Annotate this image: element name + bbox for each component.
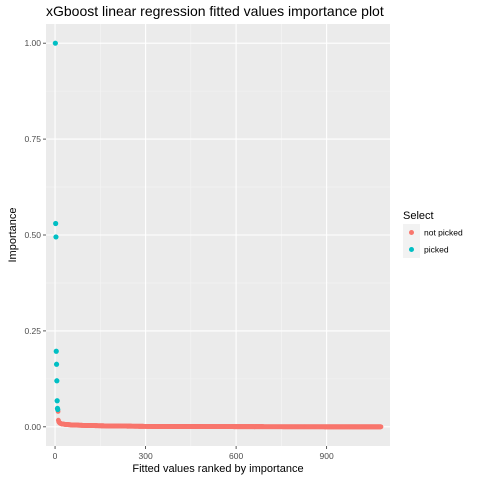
axis-ticks: 0 300 600 900 0.00 0.25 0.50 0.75 1.00 [24, 38, 334, 461]
legend-marker-not-picked [409, 230, 414, 235]
point-picked [53, 234, 59, 240]
chart-title: xGboost linear regression fitted values … [46, 3, 384, 19]
legend: Select not picked picked [403, 210, 463, 258]
legend-label-picked: picked [424, 245, 449, 255]
y-tick-label: 0.00 [24, 422, 41, 432]
point-picked [53, 220, 59, 227]
point-picked [55, 406, 61, 413]
point-picked [54, 398, 60, 404]
y-tick-label: 1.00 [24, 38, 41, 48]
x-axis-title: Fitted values ranked by importance [132, 463, 303, 475]
legend-label-not-picked: not picked [424, 228, 463, 238]
legend-marker-picked [409, 247, 414, 252]
point-not-picked [378, 424, 384, 430]
point-picked [52, 40, 58, 46]
point-picked [54, 378, 60, 384]
y-axis-title: Importance [7, 207, 19, 262]
y-tick-label: 0.50 [24, 230, 41, 240]
x-tick-label: 600 [229, 451, 243, 461]
major-gridlines [46, 24, 390, 446]
y-tick-label: 0.25 [24, 326, 41, 336]
data-points [52, 40, 384, 430]
point-picked [53, 361, 60, 367]
y-tick-label: 0.75 [24, 134, 41, 144]
x-tick-label: 0 [53, 451, 58, 461]
point-picked [53, 348, 59, 354]
x-tick-label: 300 [138, 451, 152, 461]
legend-title: Select [403, 210, 434, 222]
x-tick-label: 900 [320, 451, 334, 461]
